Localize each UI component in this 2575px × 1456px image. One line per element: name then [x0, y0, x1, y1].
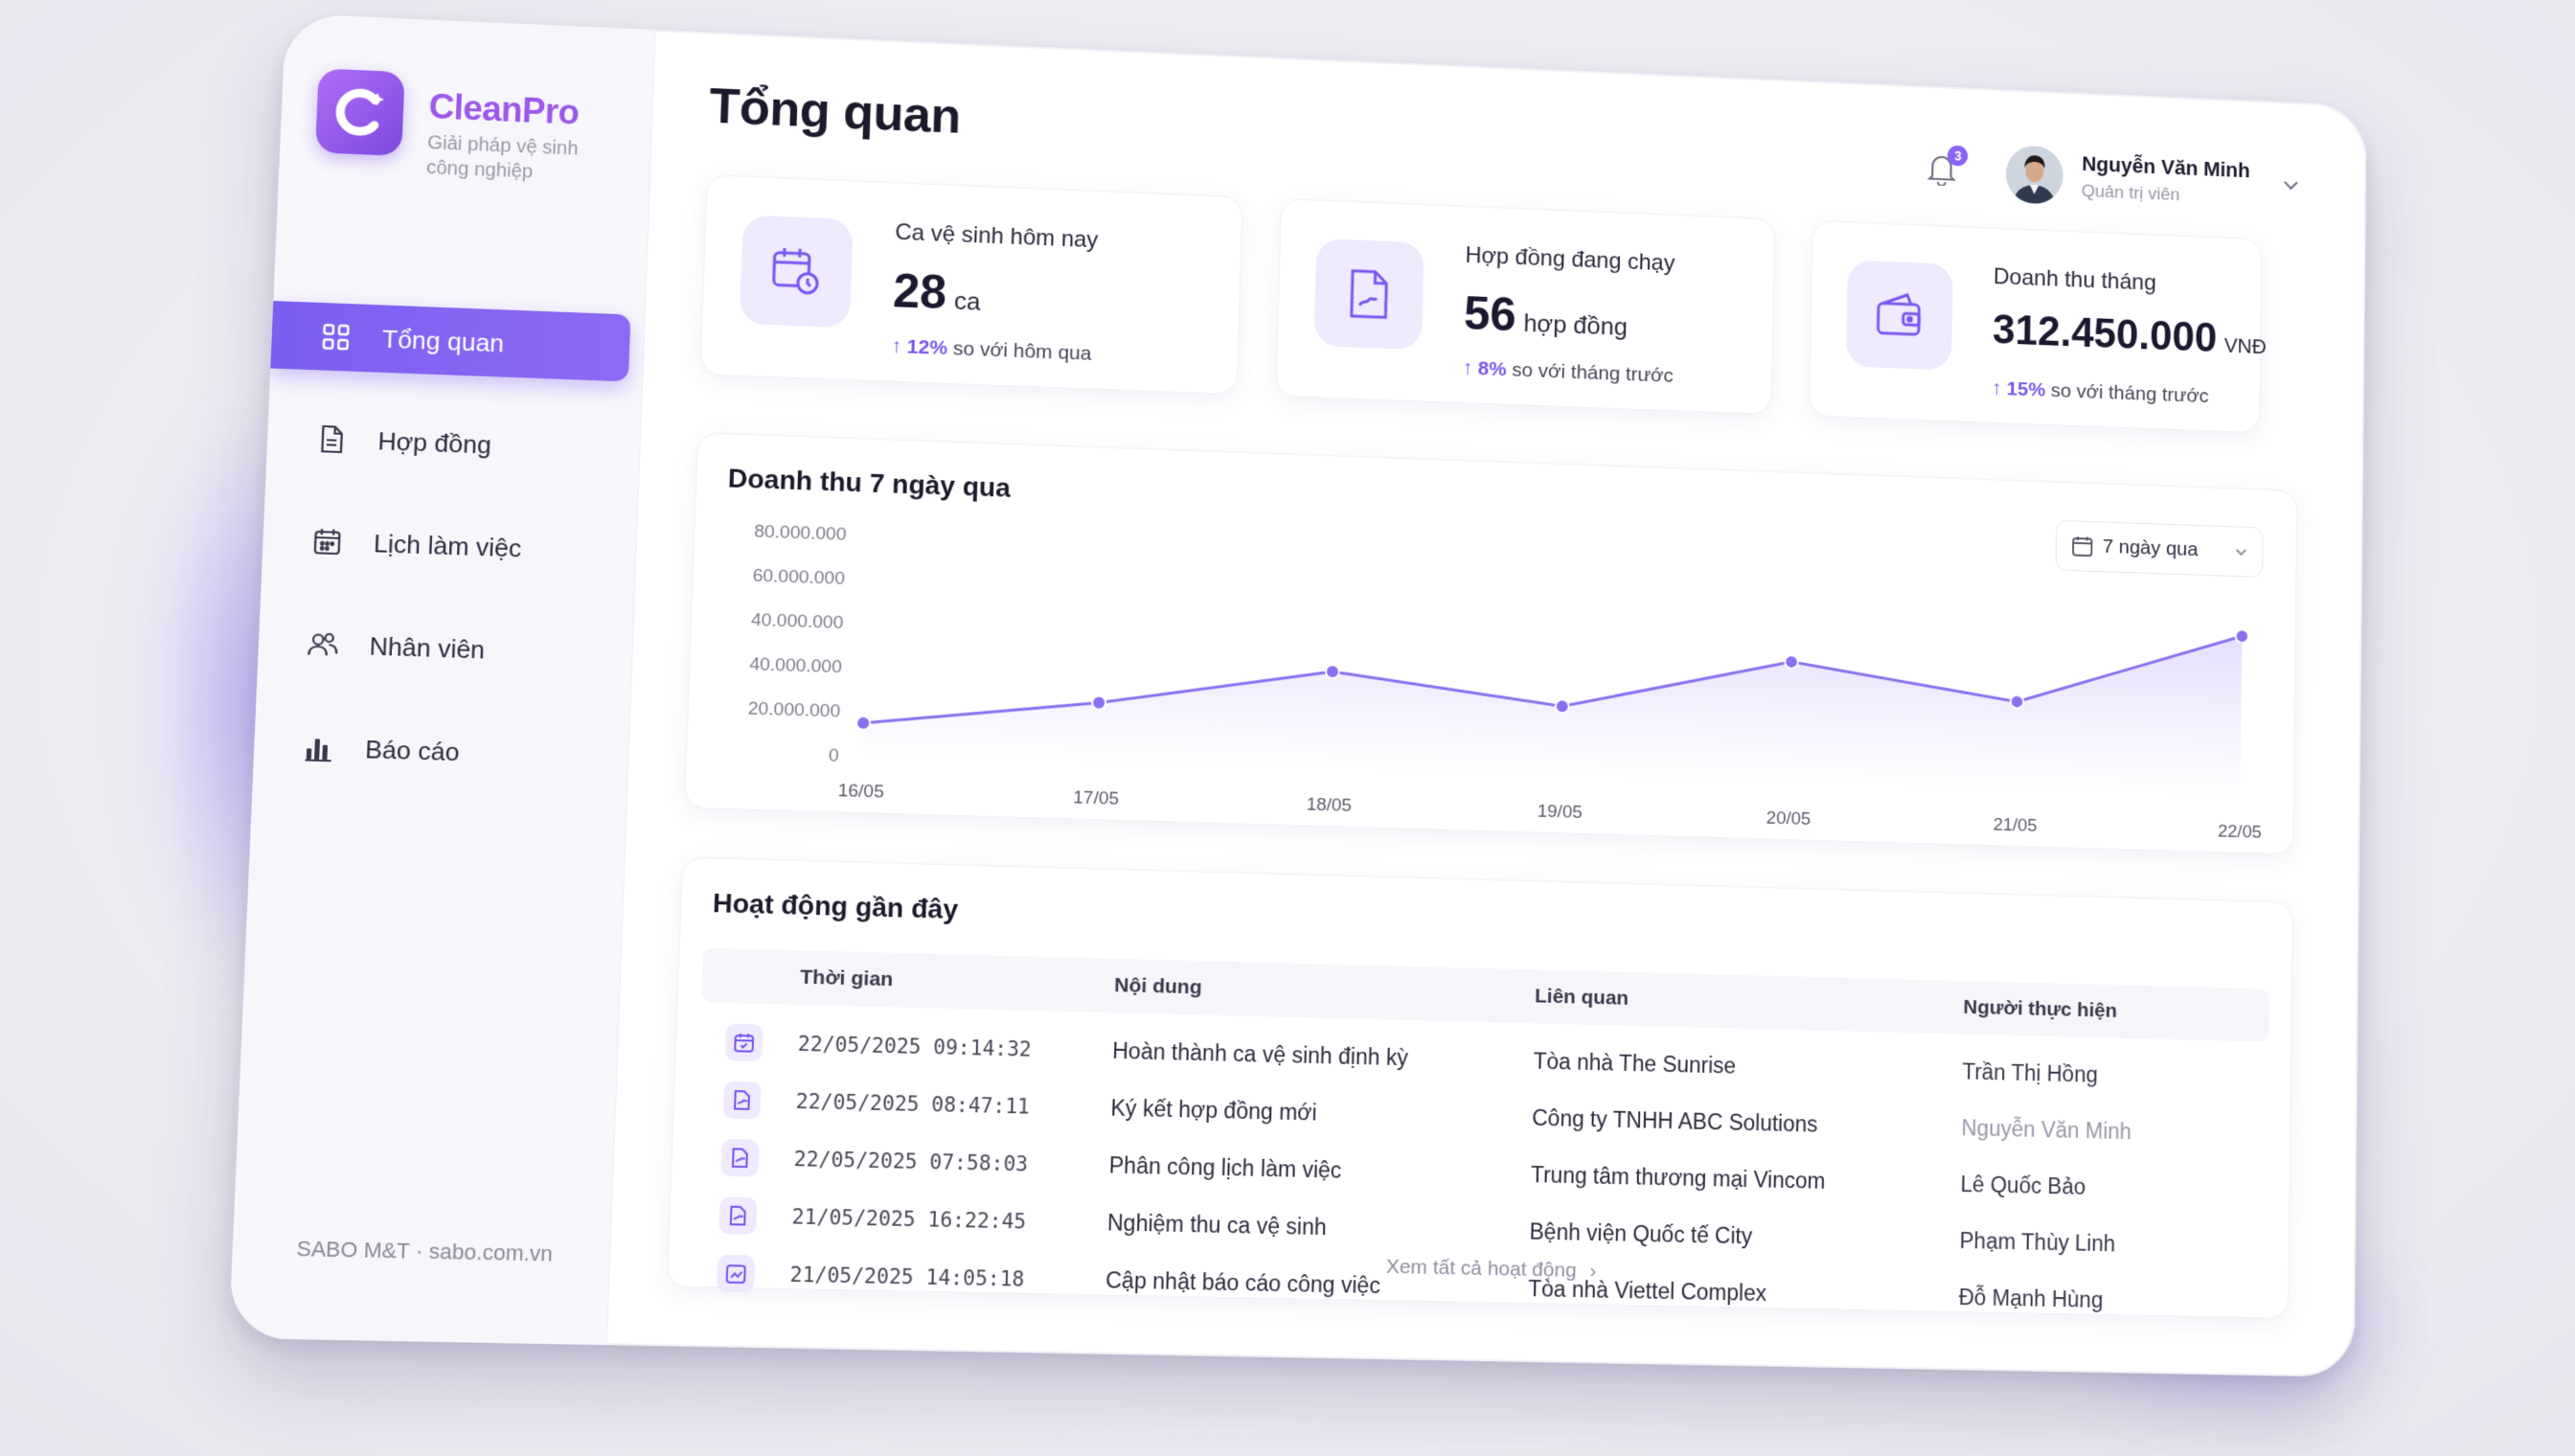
y-tick-label: 40.000.000 [749, 654, 842, 677]
stat-label: Doanh thu tháng [1994, 264, 2156, 297]
sidebar: CleanPro Giải pháp vệ sinh công nghiệp T… [229, 13, 656, 1345]
revenue-line-chart: 80.000.000 60.000.000 40.000.000 40.000.000… [685, 433, 2298, 855]
stat-card-shifts-today[interactable]: Ca vệ sinh hôm nay 28 ca ↑ 12% so với hôm… [699, 174, 1242, 395]
y-tick-label: 20.000.000 [747, 699, 840, 722]
data-point[interactable] [856, 717, 871, 731]
users-icon [306, 627, 341, 662]
document-icon [314, 422, 349, 457]
bar-chart-icon [301, 731, 336, 765]
sidebar-item-label: Nhân viên [369, 631, 486, 665]
document-sign-icon [720, 1138, 759, 1176]
document-sign-icon [723, 1081, 762, 1119]
activity-user: Lê Quốc Bảo [1960, 1172, 2267, 1204]
data-point[interactable] [1785, 655, 1798, 669]
activity-related: Công ty TNHH ABC Solutions [1532, 1105, 1962, 1141]
notification-count-badge: 3 [1948, 146, 1968, 167]
activity-related: Tòa nhà The Sunrise [1533, 1048, 1962, 1084]
brand: CleanPro Giải pháp vệ sinh công nghiệp [314, 68, 615, 188]
activity-title: Hoạt động gần đây [712, 888, 958, 925]
sidebar-footer[interactable]: SABO M&T · sabo.com.vn [296, 1236, 553, 1266]
activity-related: Bệnh viện Quốc tế City [1529, 1218, 1960, 1254]
stat-value: 56 hợp đồng [1463, 285, 1628, 347]
page-title: Tổng quan [708, 78, 961, 145]
x-tick-label: 22/05 [2218, 822, 2262, 843]
x-tick-label: 20/05 [1766, 808, 1812, 830]
recent-activity-card: Hoạt động gần đây Thời gian Nội dung Liê… [667, 856, 2293, 1318]
user-info[interactable]: Nguyễn Văn Minh Quản trị viên [2082, 152, 2250, 209]
x-tick-label: 17/05 [1073, 787, 1119, 808]
data-point[interactable] [1556, 699, 1569, 713]
sidebar-item-label: Lịch làm việc [373, 529, 521, 564]
user-avatar[interactable] [2006, 145, 2063, 204]
data-point[interactable] [2011, 694, 2024, 708]
column-header-time[interactable]: Thời gian [800, 966, 1115, 997]
x-tick-label: 19/05 [1538, 802, 1583, 823]
activity-content: Nghiệm thu ca vệ sinh [1107, 1210, 1530, 1245]
calendar-icon [309, 525, 344, 559]
grid-icon [318, 320, 353, 353]
stat-card-active-contracts[interactable]: Hợp đồng đang chạy 56 hợp đồng ↑ 8% so vớ… [1275, 198, 1775, 415]
activity-content: Phân công lịch làm việc [1108, 1152, 1531, 1188]
column-header-user[interactable]: Người thực hiện [1963, 996, 2268, 1027]
stat-label: Ca vệ sinh hôm nay [895, 219, 1099, 254]
y-tick-label: 80.000.000 [754, 522, 847, 545]
sidebar-item-lich-lam-viec[interactable]: Lịch làm việc [262, 506, 637, 586]
main-content: Tổng quan 3 Nguyễ [647, 32, 2367, 1377]
sidebar-item-label: Hợp đồng [377, 426, 492, 460]
data-point[interactable] [1092, 695, 1105, 709]
stat-card-monthly-revenue[interactable]: Doanh thu tháng 312.450.000 VNĐ ↑ 15% so … [1809, 220, 2262, 433]
chevron-right-icon: › [1589, 1260, 1596, 1282]
notification-bell-button[interactable]: 3 [1922, 149, 1963, 192]
sidebar-item-bao-cao[interactable]: Báo cáo [253, 712, 629, 791]
user-name: Nguyễn Văn Minh [2082, 152, 2250, 184]
tablet-frame: CleanPro Giải pháp vệ sinh công nghiệp T… [229, 13, 2367, 1377]
y-tick-label: 40.000.000 [751, 610, 844, 633]
activity-related: Trung tâm thương mại Vincom [1531, 1162, 1961, 1197]
document-sign-icon [718, 1196, 757, 1235]
sidebar-item-label: Báo cáo [365, 734, 461, 766]
stat-value: 28 ca [892, 263, 981, 322]
sidebar-item-hop-dong[interactable]: Hợp đồng [266, 403, 641, 484]
calendar-check-icon [725, 1023, 763, 1061]
chevron-down-icon[interactable] [2283, 175, 2303, 196]
activity-user: Trần Thị Hồng [1962, 1058, 2268, 1092]
stat-trend: ↑ 15% so với tháng trước [1992, 377, 2209, 408]
activity-content: Hoàn thành ca vệ sinh định kỳ [1112, 1038, 1534, 1075]
column-header-content[interactable]: Nội dung [1114, 974, 1536, 1008]
cleanpro-logo-icon[interactable] [315, 68, 405, 156]
y-tick-label: 60.000.000 [752, 566, 845, 589]
x-tick-label: 18/05 [1306, 795, 1352, 816]
activity-time: 22/05/2025 08:47:11 [795, 1089, 1110, 1120]
x-tick-label: 16/05 [837, 781, 884, 803]
activity-content: Ký kết hợp đồng mới [1110, 1095, 1533, 1130]
stat-trend: ↑ 8% so với tháng trước [1462, 357, 1674, 388]
activity-user: Nguyễn Văn Minh [1961, 1115, 2267, 1148]
sidebar-item-nhan-vien[interactable]: Nhân viên [257, 608, 632, 688]
user-role: Quản trị viên [2082, 181, 2250, 209]
sidebar-nav: Tổng quan Hợp đồng Lịch [251, 301, 644, 826]
sidebar-item-tong-quan[interactable]: Tổng quan [270, 301, 630, 381]
y-tick-label: 0 [829, 745, 839, 765]
activity-time: 21/05/2025 16:22:45 [791, 1205, 1107, 1235]
activity-time: 22/05/2025 09:14:32 [797, 1032, 1112, 1062]
stat-trend: ↑ 12% so với hôm qua [891, 335, 1092, 366]
data-point[interactable] [1326, 665, 1339, 678]
revenue-chart-card: Doanh thu 7 ngày qua 7 ngày qua 80.000. [684, 432, 2297, 854]
revenue-area [862, 590, 2242, 798]
contract-icon [1313, 239, 1424, 350]
brand-tagline: Giải pháp vệ sinh công nghiệp [426, 130, 613, 188]
calendar-clock-icon [740, 215, 854, 328]
topbar-user-area: 3 Nguyễn Văn Minh Quản trị viên [1922, 142, 2303, 216]
sidebar-item-label: Tổng quan [381, 324, 504, 358]
activity-user: Phạm Thùy Linh [1959, 1228, 2267, 1261]
brand-name: CleanPro [428, 86, 615, 134]
stat-label: Hợp đồng đang chạy [1465, 242, 1675, 277]
activity-time: 22/05/2025 07:58:03 [793, 1147, 1109, 1177]
data-point[interactable] [2236, 629, 2249, 643]
stat-value: 312.450.000 VNĐ [1993, 307, 2267, 364]
x-tick-label: 21/05 [1993, 815, 2037, 836]
column-header-related[interactable]: Liên quan [1535, 985, 1964, 1018]
wallet-icon [1846, 260, 1953, 370]
